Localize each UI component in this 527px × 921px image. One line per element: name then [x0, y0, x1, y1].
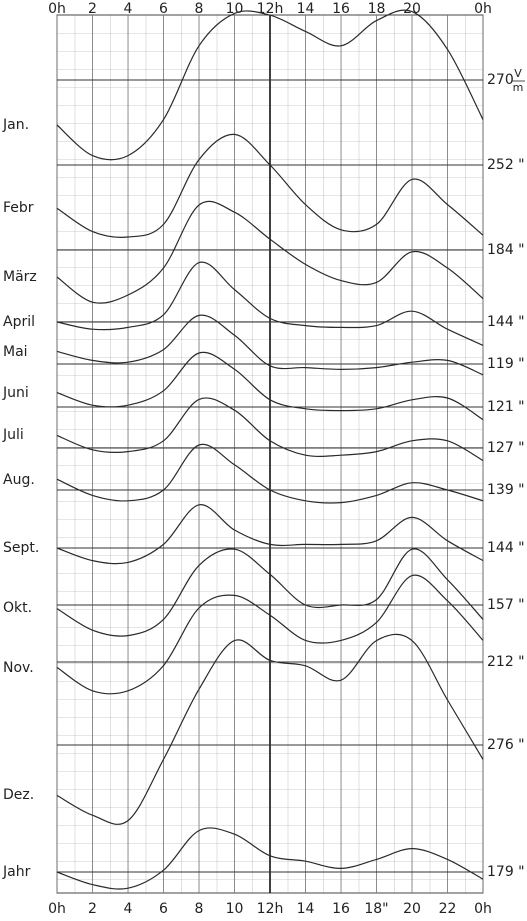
curve [56, 548, 484, 637]
series-label: Jahr [2, 864, 31, 880]
x-tick-label: 0h [474, 1, 492, 17]
series-label: Aug. [3, 472, 35, 488]
x-tick-label: 0h [474, 901, 492, 917]
x-tick-label: 16 [332, 901, 350, 917]
curve [56, 314, 484, 376]
series-label: Dez. [3, 787, 34, 803]
curve [56, 397, 484, 462]
series-label: April [3, 314, 35, 330]
mean-label: 157 " [487, 597, 525, 613]
x-tick-label: 8 [195, 901, 204, 917]
x-tick-label: 18" [364, 901, 388, 917]
x-tick-label: 2 [88, 1, 97, 17]
curve [56, 443, 484, 504]
series-label: Febr [3, 200, 34, 216]
series-label: Nov. [3, 660, 34, 676]
series-label: März [3, 269, 37, 285]
mean-label: 121 " [487, 399, 525, 415]
curve [56, 200, 484, 304]
x-tick-label: 22 [439, 901, 457, 917]
mean-label: 144 " [487, 314, 525, 330]
curve [56, 504, 484, 565]
mean-label: 276 " [487, 737, 525, 753]
mean-label: 179 " [487, 864, 525, 880]
x-tick-label: 4 [124, 1, 133, 17]
curve [56, 9, 484, 161]
x-tick-label: 0h [48, 1, 66, 17]
x-tick-label: 2 [88, 901, 97, 917]
curve [56, 827, 484, 890]
series-label: Mai [3, 344, 28, 360]
unit-numerator: V [514, 67, 522, 80]
mean-label: 184 " [487, 242, 525, 258]
curve [56, 133, 484, 238]
x-tick-label: 12h [257, 901, 284, 917]
x-tick-label: 6 [159, 901, 168, 917]
x-tick-label: 18 [368, 1, 386, 17]
x-tick-label: 0h [48, 901, 66, 917]
curve [56, 261, 484, 346]
mean-label: 119 " [487, 356, 525, 372]
series-label: Jan. [2, 117, 29, 133]
x-tick-label: 14 [297, 1, 315, 17]
curve [56, 574, 484, 695]
x-tick-label: 20 [403, 1, 421, 17]
curve [56, 633, 484, 825]
x-tick-label: 14 [297, 901, 315, 917]
mean-label: 212 " [487, 654, 525, 670]
x-tick-label: 16 [332, 1, 350, 17]
mean-label: 139 " [487, 482, 525, 498]
mean-label: 252 " [487, 157, 525, 173]
series-label: Juni [2, 385, 29, 401]
series-label: Sept. [3, 540, 39, 556]
mean-label: 144 " [487, 540, 525, 556]
x-tick-label: 20 [403, 901, 421, 917]
mean-label: 127 " [487, 440, 525, 456]
x-tick-label: 10 [226, 901, 244, 917]
curve [56, 351, 484, 421]
x-tick-label: 8 [195, 1, 204, 17]
x-tick-label: 4 [124, 901, 133, 917]
series-label: Okt. [3, 600, 32, 616]
x-tick-label: 10 [226, 1, 244, 17]
series-label: Juli [2, 427, 24, 443]
x-tick-label: 6 [159, 1, 168, 17]
mean-label: 270 [487, 72, 514, 88]
unit-denominator: m [513, 81, 524, 94]
